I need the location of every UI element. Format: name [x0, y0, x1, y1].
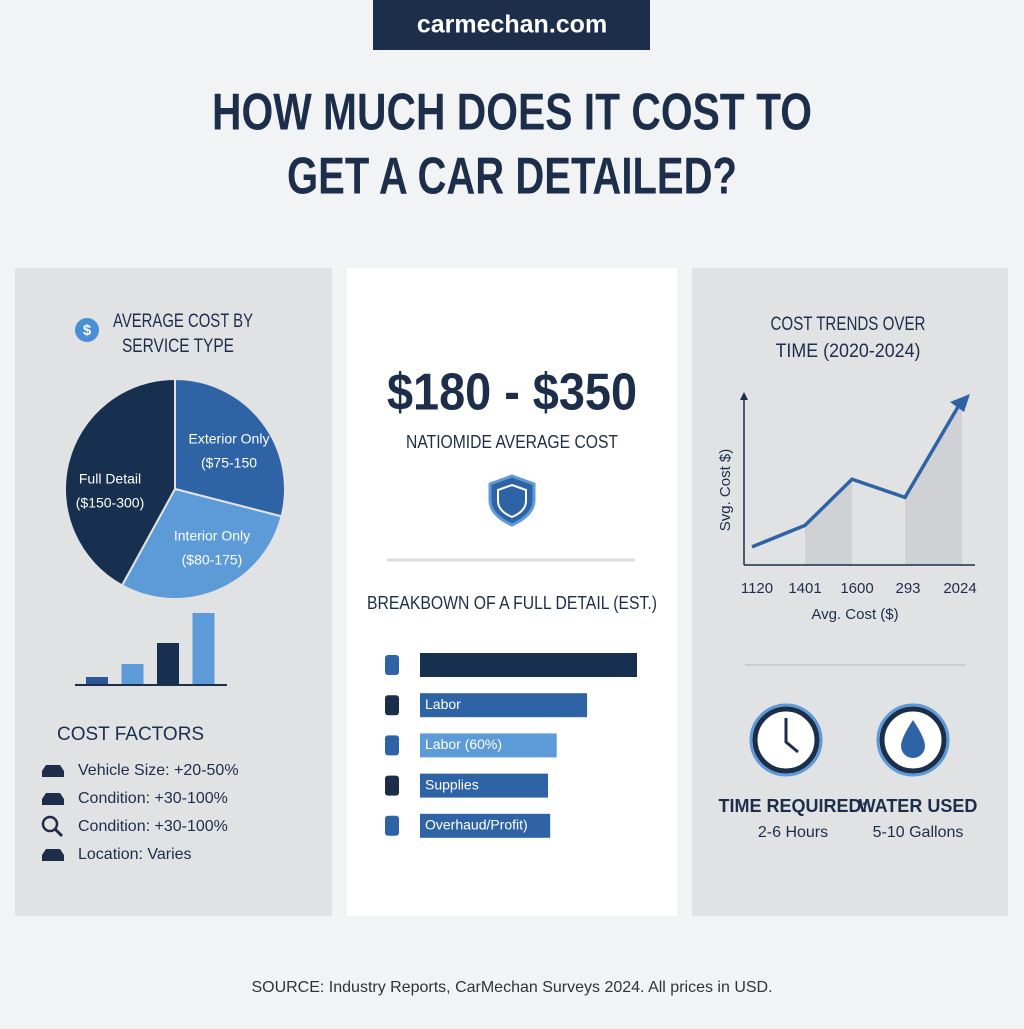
slice-range: ($80-175)	[182, 552, 243, 568]
car-icon	[42, 793, 64, 805]
section-title: COST FACTORS	[57, 724, 204, 745]
bar-label: Labor	[425, 696, 461, 712]
hbar	[420, 733, 557, 758]
slice-label: Full Detail	[79, 471, 141, 487]
water-icon	[876, 703, 950, 777]
x-tick-label: 1120	[741, 580, 773, 597]
pie-slice	[174, 377, 286, 518]
footer: SOURCE: Industry Reports, CarMechan Surv…	[251, 979, 772, 996]
chart-title: TIME (2020-2024)	[776, 341, 921, 362]
panel	[692, 268, 1008, 916]
site-badge	[373, 0, 650, 50]
slice-range: ($150-300)	[76, 495, 145, 511]
arrow-head	[950, 394, 970, 412]
cost-factor: Vehicle Size: +20-50%	[78, 762, 239, 779]
slice-range: ($75-150	[201, 455, 257, 471]
stat-value: 2-6 Hours	[758, 824, 828, 841]
x-axis-label: Avg. Cost ($)	[811, 606, 898, 623]
panel-title: AVERAGE COST BY	[113, 311, 253, 332]
cost-factor: Location: Varies	[78, 846, 192, 863]
car-icon	[42, 765, 64, 777]
dollar-icon	[75, 318, 99, 342]
cost-factor: Condition: +30-100%	[78, 790, 228, 807]
bar	[121, 664, 144, 684]
bar-label: Supplies	[425, 776, 479, 792]
bar-icon	[385, 655, 399, 675]
clock-icon	[749, 703, 823, 777]
axis-arrow	[740, 392, 748, 400]
stat-value: 5-10 Gallons	[873, 824, 964, 841]
bar	[157, 643, 179, 684]
slice-label: Exterior Only	[189, 431, 270, 447]
title: HOW MUCH DOES IT COST TO	[212, 84, 812, 142]
bar-icon	[385, 695, 399, 716]
icon-text: $	[83, 322, 92, 339]
stat-label: TIME REQUIRED:	[718, 796, 867, 816]
x-tick-label: 1600	[840, 580, 873, 597]
pie-slice	[64, 377, 176, 587]
pie-slice	[120, 487, 283, 600]
hbar	[420, 773, 549, 798]
bar	[192, 613, 215, 684]
hbar	[420, 653, 637, 677]
headline: $180 - $350	[387, 364, 637, 422]
bar-icon	[385, 815, 399, 836]
subtitle: NATIOMIDE AVERAGE COST	[406, 432, 618, 452]
x-tick-label: 293	[895, 580, 920, 597]
panel-title: SERVICE TYPE	[122, 336, 234, 357]
slice-label: Interior Only	[174, 528, 250, 544]
y-axis-label: Svg. Cost $)	[717, 449, 734, 532]
cost-factor: Condition: +30-100%	[78, 818, 228, 835]
clock-hands	[784, 718, 799, 754]
bar-label: Labor (60%)	[425, 736, 502, 752]
panel	[347, 268, 677, 916]
search-icon	[53, 827, 64, 838]
shade	[905, 400, 962, 565]
x-tick-label: 2024	[943, 580, 976, 597]
stat-label: WATER USED	[859, 796, 978, 816]
bar-label: Overhaud/Profit)	[425, 817, 528, 833]
hbar	[420, 813, 551, 838]
hbar	[420, 693, 588, 718]
drop	[901, 720, 925, 758]
shield-icon	[497, 483, 527, 519]
bar	[86, 677, 108, 684]
search-icon	[41, 815, 59, 833]
car-icon	[42, 849, 64, 861]
site: carmechan.com	[417, 11, 607, 39]
x-tick-label: 1401	[788, 580, 821, 597]
chart-title: COST TRENDS OVER	[771, 314, 926, 335]
bar-icon	[385, 775, 399, 796]
chart-title: BREAKBOWN OF A FULL DETAIL (EST.)	[367, 593, 657, 613]
line	[751, 399, 964, 549]
shade	[805, 479, 852, 565]
title: GET A CAR DETAILED?	[287, 148, 737, 206]
bar-icon	[385, 735, 399, 756]
